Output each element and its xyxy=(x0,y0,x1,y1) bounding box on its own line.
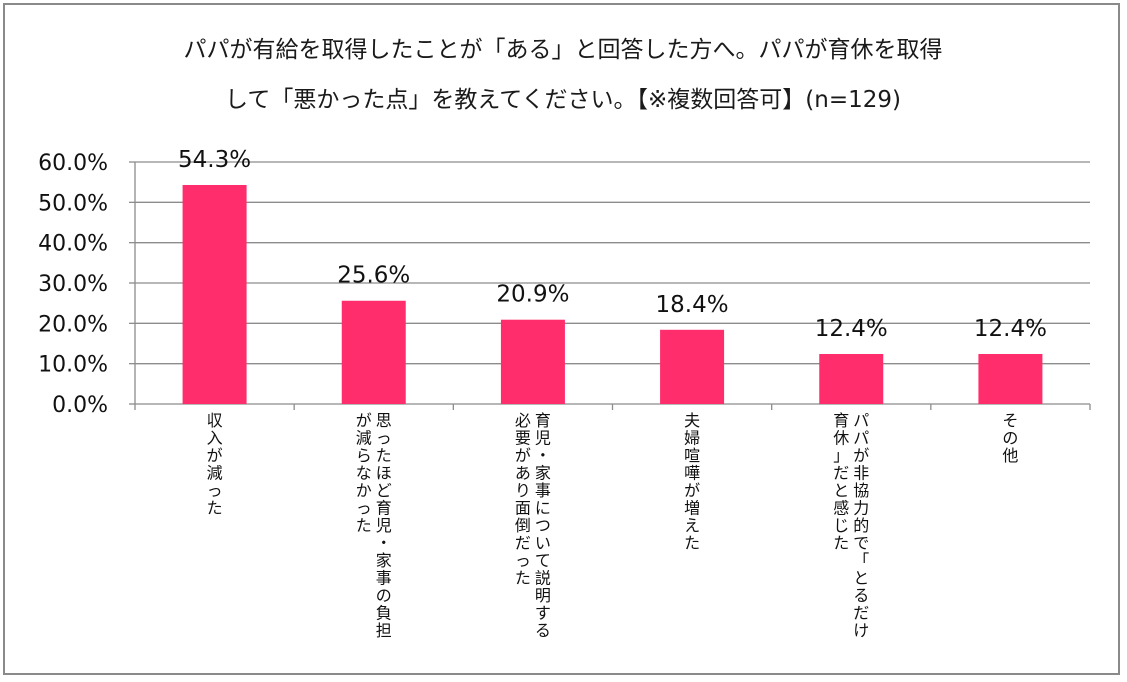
y-tick-label: 40.0% xyxy=(38,232,108,257)
data-label: 12.4% xyxy=(815,316,888,342)
bars xyxy=(182,184,1043,404)
category-label: その他 xyxy=(1002,411,1018,465)
y-tick-label: 30.0% xyxy=(38,272,108,297)
data-label: 18.4% xyxy=(656,292,729,318)
y-tick-label: 0.0% xyxy=(52,393,108,418)
bar xyxy=(819,353,884,404)
y-tick-label: 60.0% xyxy=(38,151,108,176)
gridlines xyxy=(135,161,1090,365)
data-label: 25.6% xyxy=(337,263,410,289)
bar xyxy=(182,184,247,404)
chart-title: パパが有給を取得したことが「ある」と回答した方へ。パパが育休を取得 して「悪かっ… xyxy=(184,37,943,113)
data-label: 20.9% xyxy=(496,282,569,308)
chart-title-line-2: して「悪かった点」を教えてください。【※複数回答可】(n=129) xyxy=(225,87,901,113)
y-tick-label: 50.0% xyxy=(38,191,108,216)
bar xyxy=(500,319,565,404)
y-tick-labels: 0.0% 10.0% 20.0% 30.0% 40.0% 50.0% 60.0% xyxy=(38,151,108,418)
category-label: が減らなかった xyxy=(356,411,372,535)
axes xyxy=(129,161,1091,410)
data-label: 12.4% xyxy=(974,316,1047,342)
bar xyxy=(660,329,725,404)
category-label: 夫婦喧嘩が増えた xyxy=(684,411,700,553)
y-tick-label: 10.0% xyxy=(38,353,108,378)
category-label: 思ったほど育児・家事の負担 xyxy=(376,411,392,640)
category-label: 必要があり面倒だった xyxy=(515,411,531,588)
data-label: 54.3% xyxy=(178,147,251,173)
value-labels: 54.3% 25.6% 20.9% 18.4% 12.4% 12.4% xyxy=(178,147,1047,342)
bar xyxy=(978,353,1043,404)
category-label: 育休」だと感じた xyxy=(833,411,849,553)
category-label: 収入が減った xyxy=(207,411,223,518)
y-tick-label: 20.0% xyxy=(38,312,108,337)
bar xyxy=(341,300,406,404)
category-label: パパが非協力的で「とるだけ xyxy=(853,411,869,640)
chart-title-line-1: パパが有給を取得したことが「ある」と回答した方へ。パパが育休を取得 xyxy=(184,37,943,63)
category-label: 育児・家事について説明する xyxy=(535,411,551,640)
